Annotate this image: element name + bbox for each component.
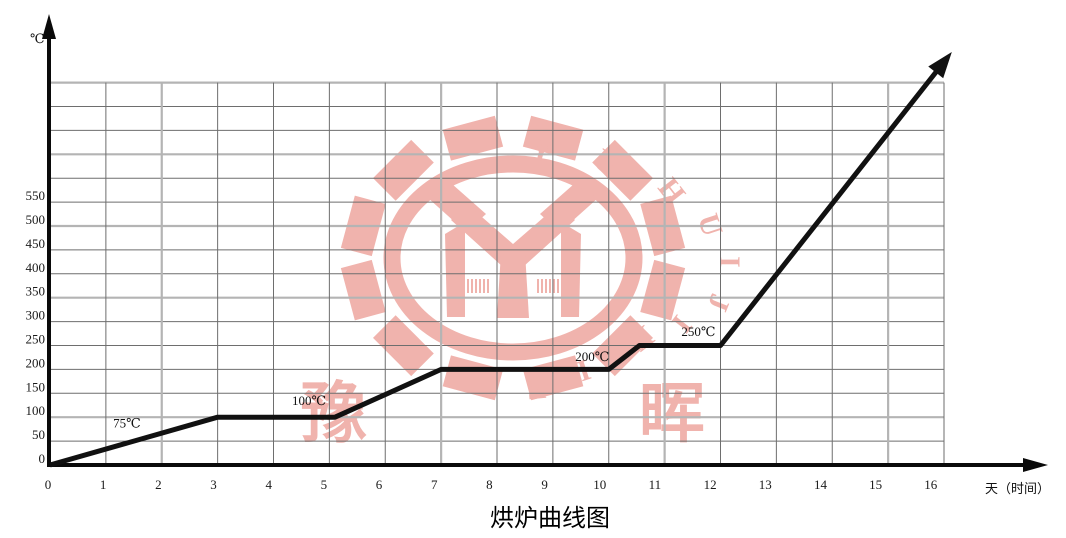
x-axis-arrow-icon [1023,458,1048,472]
curve-annotation: 250℃ [681,324,715,339]
watermark-monogram-icon [428,184,598,318]
x-tick-label: 11 [649,477,662,492]
x-tick-label: 3 [210,477,217,492]
x-tick-labels: 0 1 2 3 4 5 6 7 8 9 10 11 12 13 14 15 16 [45,477,938,492]
x-tick-label: 12 [704,477,717,492]
gear-tooth [442,355,504,401]
watermark-cn-right: 晖 [639,378,705,451]
hatch-bar [549,279,551,293]
grid [49,81,945,465]
watermark-hatch-bars [467,279,559,293]
hatch-bar [557,279,559,293]
y-axis-arrow-icon [42,14,56,39]
gear-tooth [442,115,504,161]
axes: ℃ 天（时间） [30,14,1050,496]
hatch-bar [545,279,547,293]
x-tick-label: 16 [924,477,938,492]
x-tick-label: 13 [759,477,772,492]
hatch-bar [537,279,539,293]
y-tick-labels: 0 50 100 150 200 250 300 350 400 450 500 550 [26,188,46,466]
chart-title: 烘炉曲线图 [490,505,610,532]
hatch-bar [483,279,485,293]
y-tick-label: 500 [26,212,46,227]
x-tick-label: 14 [814,477,828,492]
x-tick-label: 6 [376,477,383,492]
hatch-bar [467,279,469,293]
watermark-ring [383,155,643,361]
x-tick-label: 9 [541,477,548,492]
y-tick-label: 400 [26,260,46,275]
x-tick-label: 8 [486,477,493,492]
temperature-curve [49,52,952,468]
y-tick-label: 300 [26,308,46,323]
x-tick-label: 5 [321,477,328,492]
gear-icon [340,115,686,401]
y-tick-label: 50 [32,427,45,442]
watermark-arc-letter: E [524,371,547,406]
hatch-bar [487,279,489,293]
y-tick-label: 100 [26,403,46,418]
gear-tooth [340,259,386,321]
y-tick-label: 350 [26,284,46,299]
y-tick-label: 0 [39,451,46,466]
watermark-cn-left: 豫 [301,378,367,451]
y-tick-label: 550 [26,188,46,203]
gear-tooth [640,259,686,321]
hatch-bar [553,279,555,293]
y-axis-unit-label: ℃ [30,31,45,46]
x-tick-label: 7 [431,477,438,492]
curve-line [49,61,946,468]
x-tick-label: 10 [593,477,606,492]
curve-annotation: 200℃ [575,349,609,364]
hatch-bar [479,279,481,293]
y-tick-label: 450 [26,236,46,251]
curve-annotation: 75℃ [113,416,141,431]
hatch-bar [471,279,473,293]
y-tick-label: 250 [26,332,46,347]
y-tick-label: 200 [26,355,46,370]
x-tick-label: 4 [265,477,272,492]
y-tick-label: 150 [26,379,46,394]
watermark-arc-letter: I [713,256,746,268]
hatch-bar [475,279,477,293]
curve-arrow-icon [928,52,952,79]
x-tick-label: 1 [100,477,107,492]
watermark-arc-letter: J [701,289,737,315]
curve-annotations: 75℃ 100℃ 200℃ 250℃ [113,324,715,431]
x-axis-unit-label: 天（时间） [985,481,1050,496]
hatch-bar [541,279,543,293]
x-tick-label: 0 [45,477,52,492]
curve-annotation: 100℃ [292,393,326,408]
x-tick-label: 2 [155,477,162,492]
x-tick-label: 15 [869,477,882,492]
